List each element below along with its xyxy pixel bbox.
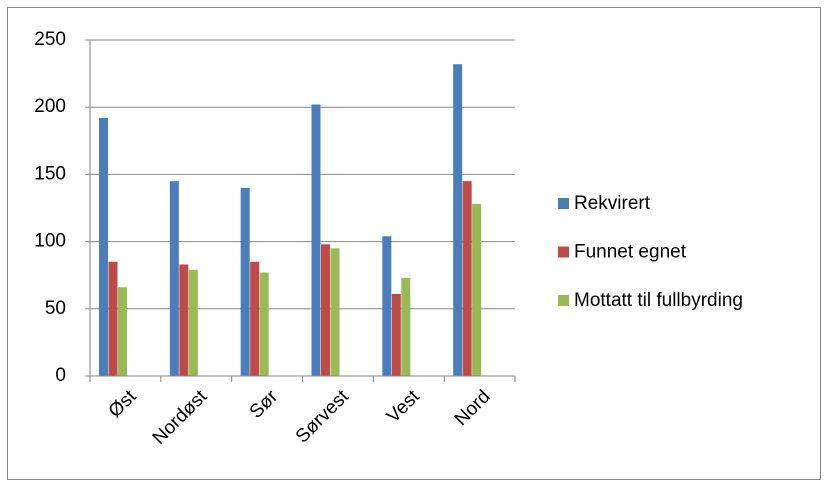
bar — [99, 117, 108, 377]
chart-border — [7, 7, 821, 480]
legend-swatch — [558, 198, 569, 209]
bar — [250, 261, 260, 376]
bar — [169, 181, 179, 376]
y-tick-label: 200 — [34, 96, 66, 117]
bar — [179, 264, 189, 376]
y-tick-label: 150 — [34, 163, 66, 184]
bar — [188, 269, 198, 376]
bar — [321, 244, 330, 376]
bar — [382, 236, 392, 376]
bar — [118, 287, 127, 376]
legend-swatch — [558, 295, 569, 306]
legend-label: Funnet egnet — [574, 242, 687, 263]
legend-label: Mottatt til fullbyrding — [574, 290, 743, 311]
legend-swatch — [558, 246, 569, 258]
legend-label: Rekvirert — [574, 193, 651, 214]
bar — [462, 181, 472, 376]
bar — [453, 64, 463, 376]
bar — [472, 203, 482, 376]
bar — [259, 272, 269, 376]
y-tick-label: 50 — [45, 298, 66, 319]
y-tick-label: 100 — [34, 231, 66, 252]
bar — [240, 187, 250, 376]
bar — [401, 277, 411, 376]
bar — [311, 104, 321, 377]
y-tick-label: 0 — [55, 365, 66, 386]
y-tick-label: 250 — [34, 29, 66, 50]
bar — [330, 248, 340, 376]
bar — [108, 261, 118, 376]
bar — [391, 294, 401, 376]
